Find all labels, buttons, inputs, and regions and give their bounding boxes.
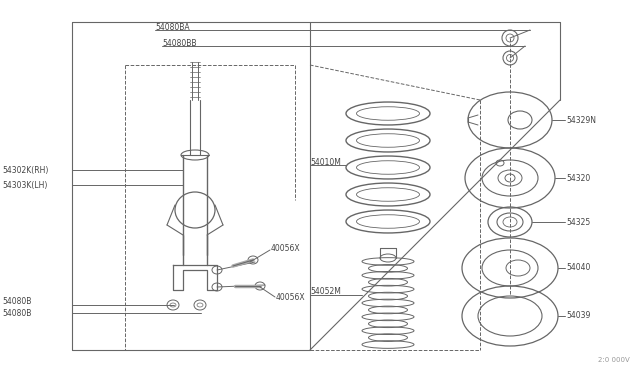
Text: 54320: 54320 <box>566 173 590 183</box>
Text: 54303K(LH): 54303K(LH) <box>2 180 47 189</box>
Text: 54080BA: 54080BA <box>155 22 189 32</box>
Text: 54039: 54039 <box>566 311 590 321</box>
Text: 54040: 54040 <box>566 263 590 273</box>
Text: 54325: 54325 <box>566 218 590 227</box>
Text: 54010M: 54010M <box>310 157 341 167</box>
Text: 54302K(RH): 54302K(RH) <box>2 166 49 174</box>
Text: 54329N: 54329N <box>566 115 596 125</box>
Text: 2:0 000V: 2:0 000V <box>598 357 630 363</box>
Text: 54052M: 54052M <box>310 288 341 296</box>
Text: 54080B: 54080B <box>2 308 31 317</box>
Text: 54080B: 54080B <box>2 298 31 307</box>
Text: 40056X: 40056X <box>271 244 301 253</box>
Text: 40056X: 40056X <box>276 294 306 302</box>
Text: 54080BB: 54080BB <box>162 38 196 48</box>
